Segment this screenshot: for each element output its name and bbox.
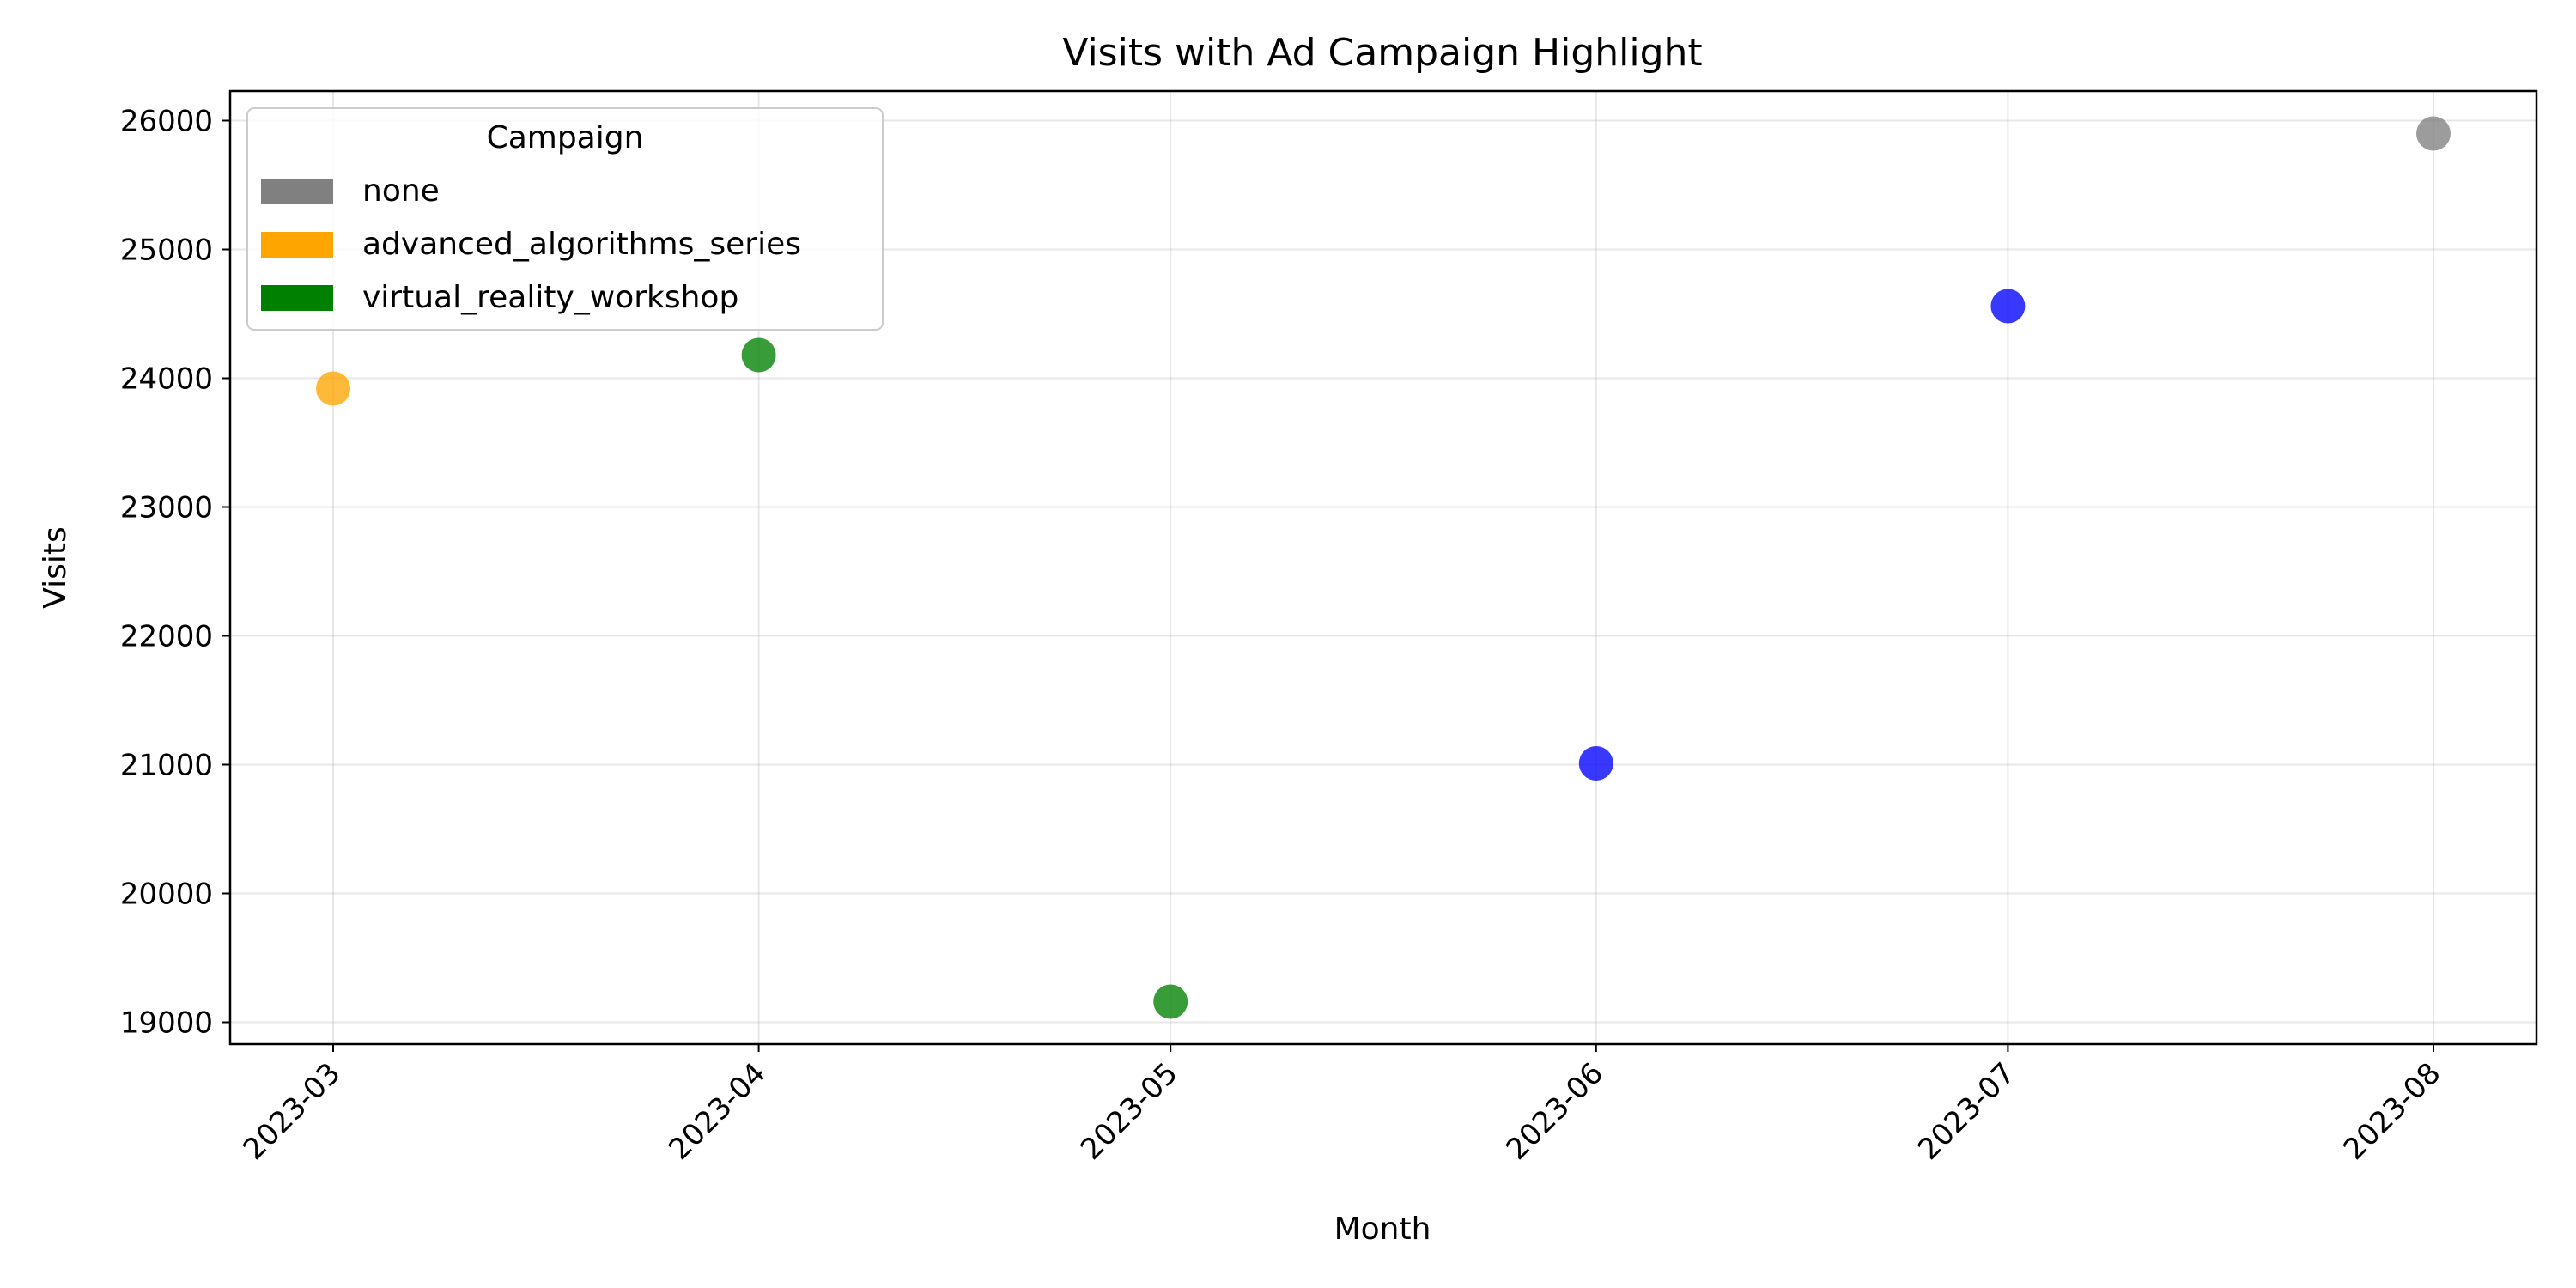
x-axis-label: Month [1334,1212,1431,1247]
chart-title: Visits with Ad Campaign Highlight [1062,31,1702,75]
y-tick-label: 23000 [120,491,213,526]
legend-swatch [261,285,333,311]
legend-title: Campaign [487,120,644,155]
data-point [741,337,776,373]
legend: Campaign none advanced_algorithms_seriesv… [246,107,884,331]
legend-swatch [261,232,333,258]
legend-entries: none advanced_algorithms_series virtual_re… [261,173,801,315]
y-tick-label: 24000 [120,362,213,397]
y-axis-label: Visits [38,526,73,608]
data-point [1578,746,1613,781]
legend-label: virtual_reality_workshop [362,280,738,315]
y-tick-label: 26000 [120,105,213,139]
y-tick-label: 21000 [120,749,213,783]
data-point [316,371,350,406]
y-tick-label: 19000 [120,1006,213,1041]
y-axis-ticks: 19000 20000 21000 22000 23000 24000 25000 26000 [120,105,230,1041]
plot-frame [228,89,2538,1046]
data-points [316,116,2451,1019]
legend-box [246,107,884,331]
data-point [1990,289,2026,324]
legend-label: none [362,173,440,209]
data-point [2416,116,2451,151]
legend-swatch [261,179,333,204]
legend-label: advanced_algorithms_series [362,227,801,262]
y-tick-label: 22000 [120,620,213,654]
data-point [1153,984,1188,1019]
y-tick-label: 20000 [120,878,213,912]
y-tick-label: 25000 [120,234,213,268]
